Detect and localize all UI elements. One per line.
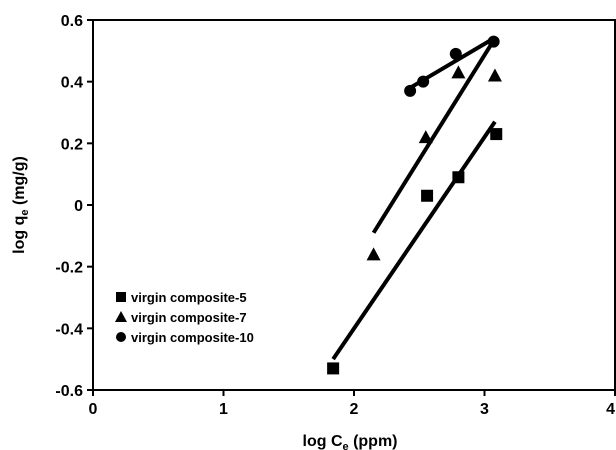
legend-label-composite-5: virgin composite-5 [131, 290, 247, 305]
data-point-series-1 [418, 130, 433, 144]
legend-label-composite-10: virgin composite-10 [131, 330, 254, 345]
data-point-series-2 [449, 47, 462, 60]
axis-ticks: -0.6 -0.4 -0.2 0 0.2 0.4 0.6 0 1 2 3 4 [55, 13, 616, 418]
data-point-series-1 [451, 65, 466, 79]
y-tick-label: -0.6 [55, 383, 83, 400]
legend-item-composite-5: virgin composite-5 [116, 290, 247, 305]
y-tick-label: -0.2 [55, 260, 83, 277]
y-tick-label: 0.2 [61, 136, 83, 153]
legend: virgin composite-5 virgin composite-7 vi… [115, 290, 254, 345]
data-point-series-2 [417, 75, 430, 88]
data-point-series-0 [327, 362, 340, 375]
x-tick-label: 0 [89, 401, 98, 418]
data-point-series-2 [404, 84, 417, 97]
x-tick-label: 1 [219, 401, 228, 418]
x-axis-label: log Ce (ppm) [303, 433, 398, 450]
x-tick-label: 3 [480, 401, 489, 418]
data-point-series-1 [366, 247, 381, 261]
data-point-series-1 [487, 68, 502, 82]
y-tick-label: 0 [74, 198, 83, 215]
legend-label-composite-7: virgin composite-7 [131, 310, 247, 325]
legend-item-composite-7: virgin composite-7 [115, 310, 247, 325]
data-markers [327, 35, 503, 375]
data-point-series-0 [421, 189, 434, 202]
x-tick-label: 4 [606, 401, 615, 418]
trendline-series-0 [331, 120, 497, 361]
data-point-series-2 [487, 35, 500, 48]
y-tick-label: -0.4 [55, 321, 83, 338]
legend-item-composite-10: virgin composite-10 [116, 330, 254, 345]
y-tick-label: 0.4 [61, 75, 83, 92]
y-axis-label: log qe (mg/g) [11, 156, 31, 254]
trendline-series-1 [371, 43, 493, 234]
y-tick-label: 0.6 [61, 13, 83, 30]
data-point-series-0 [490, 128, 503, 141]
data-point-series-0 [452, 171, 465, 184]
x-tick-label: 2 [350, 401, 359, 418]
